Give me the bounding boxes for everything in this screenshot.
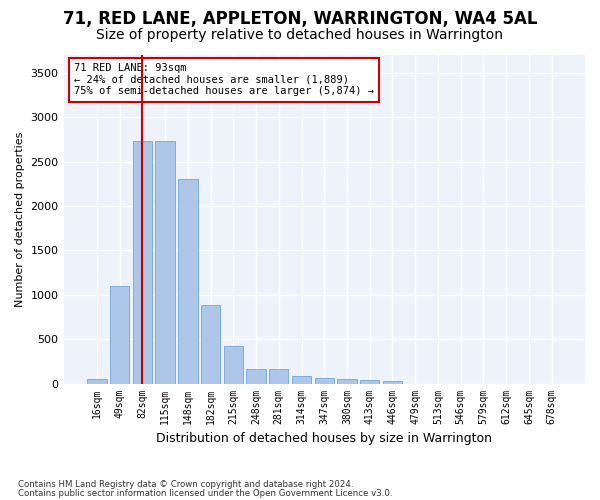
Text: Contains HM Land Registry data © Crown copyright and database right 2024.: Contains HM Land Registry data © Crown c… xyxy=(18,480,353,489)
Bar xyxy=(224,346,243,384)
Bar xyxy=(87,379,107,384)
Text: 71, RED LANE, APPLETON, WARRINGTON, WA4 5AL: 71, RED LANE, APPLETON, WARRINGTON, WA4 … xyxy=(63,10,537,28)
Bar xyxy=(133,141,152,384)
Bar xyxy=(383,382,402,384)
Y-axis label: Number of detached properties: Number of detached properties xyxy=(15,132,25,307)
Bar xyxy=(292,376,311,384)
Bar xyxy=(247,369,266,384)
Bar xyxy=(314,378,334,384)
Bar xyxy=(201,306,220,384)
Bar xyxy=(269,369,289,384)
Bar xyxy=(337,378,356,384)
Bar xyxy=(360,380,379,384)
Text: Size of property relative to detached houses in Warrington: Size of property relative to detached ho… xyxy=(97,28,503,42)
Bar xyxy=(155,141,175,384)
X-axis label: Distribution of detached houses by size in Warrington: Distribution of detached houses by size … xyxy=(156,432,492,445)
Bar xyxy=(110,286,130,384)
Bar xyxy=(178,180,197,384)
Text: Contains public sector information licensed under the Open Government Licence v3: Contains public sector information licen… xyxy=(18,490,392,498)
Text: 71 RED LANE: 93sqm
← 24% of detached houses are smaller (1,889)
75% of semi-deta: 71 RED LANE: 93sqm ← 24% of detached hou… xyxy=(74,63,374,96)
